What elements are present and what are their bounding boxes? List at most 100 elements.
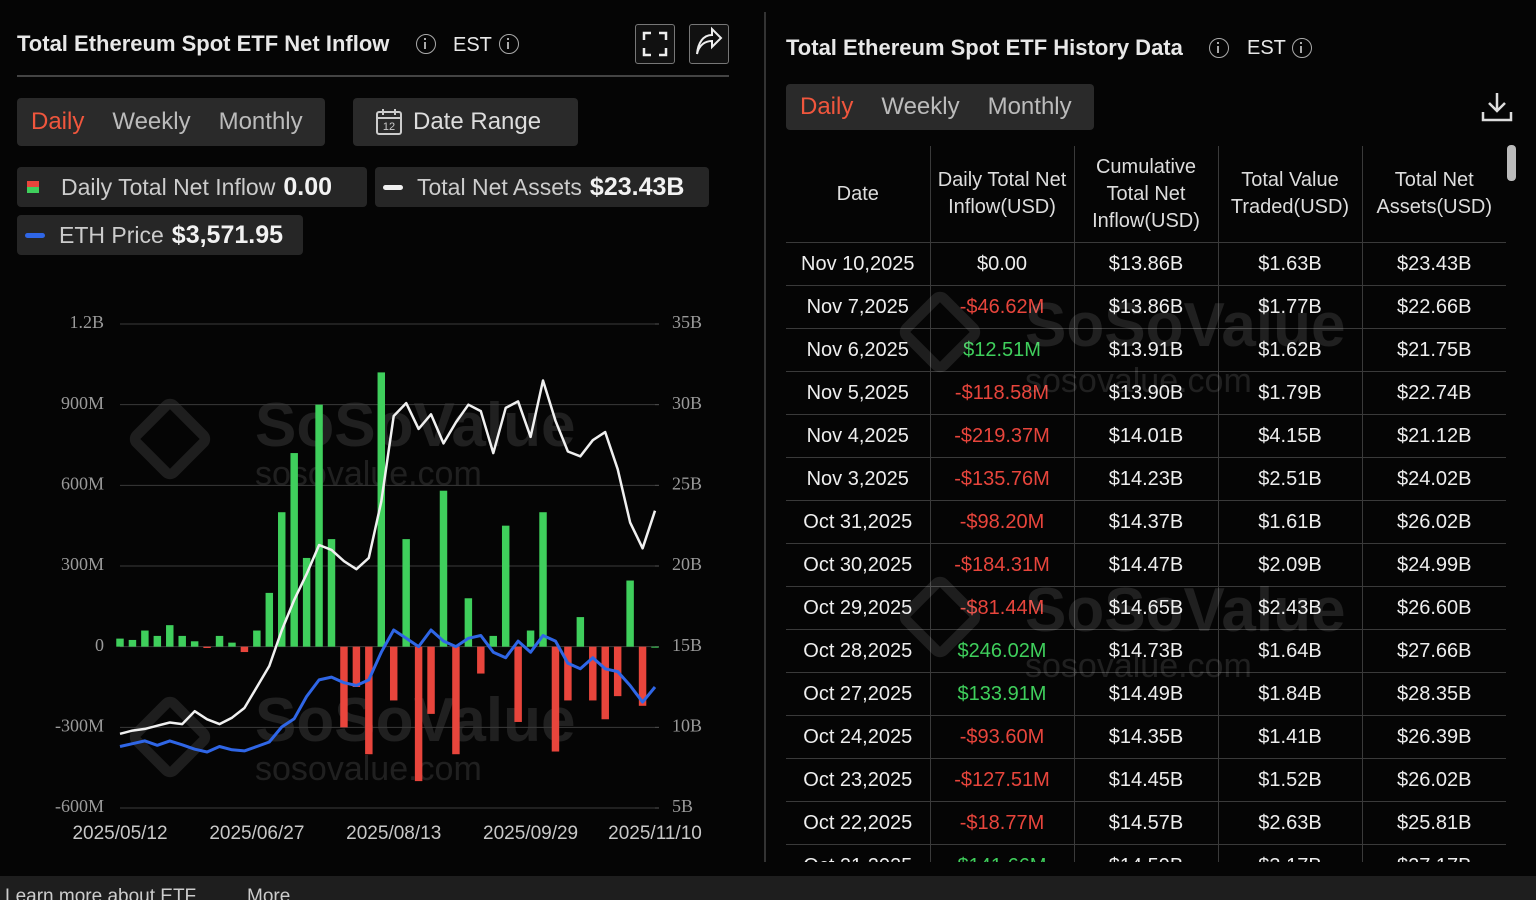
- table-cell: $14.37B: [1073, 500, 1219, 544]
- legend-item[interactable]: Daily Total Net Inflow 0.00: [17, 167, 367, 207]
- table-cell: $14.47B: [1073, 543, 1219, 587]
- x-tick-label: 2025/08/13: [346, 823, 441, 844]
- table-cell: $14.57B: [1073, 801, 1219, 845]
- y2-tick-label: 5B: [672, 796, 693, 816]
- share-icon: [696, 26, 723, 55]
- table-cell: $246.02M: [929, 629, 1075, 673]
- table-cell: $27.66B: [1361, 629, 1506, 673]
- date-range-button[interactable]: 12 Date Range: [353, 98, 578, 146]
- column-header: Total Net Assets(USD): [1361, 146, 1506, 243]
- share-button[interactable]: [689, 24, 729, 64]
- bar: [389, 646, 398, 701]
- bar: [452, 646, 460, 755]
- bar: [315, 404, 323, 647]
- bar: [638, 646, 647, 706]
- chart-title: Total Ethereum Spot ETF Net Inflow: [17, 31, 390, 56]
- bar: [477, 646, 485, 674]
- y2-tick-label: 20B: [672, 554, 702, 574]
- y2-tick-label: 10B: [672, 715, 702, 735]
- legend-value: $23.43B: [589, 172, 685, 201]
- legend-value: 0.00: [283, 172, 333, 201]
- legend-label: Daily Total Net Inflow: [61, 173, 276, 200]
- bar: [501, 525, 510, 647]
- history-title: Total Ethereum Spot ETF History Data: [786, 35, 1183, 60]
- bar: [402, 539, 410, 647]
- calendar-day: 12: [383, 121, 395, 133]
- table-cell: -$81.44M: [929, 586, 1075, 630]
- calendar-frame: 12: [376, 109, 402, 136]
- legend-item[interactable]: ETH Price $3,571.95: [17, 215, 303, 255]
- bar: [290, 453, 298, 647]
- legend-swatch: [25, 232, 45, 238]
- bar: [365, 646, 373, 755]
- table-cell: $0.00: [929, 242, 1075, 286]
- table-cell: -$93.60M: [929, 715, 1075, 759]
- table-cell: -$46.62M: [929, 285, 1075, 329]
- bar: [576, 617, 585, 647]
- info-icon[interactable]: [1209, 38, 1229, 58]
- tab[interactable]: Weekly: [112, 108, 191, 135]
- download-button[interactable]: [1480, 90, 1514, 124]
- table-cell: $26.60B: [1361, 586, 1506, 630]
- table-row: Nov 5,2025 -$118.58M $13.90B $1.79B $22.74B: [786, 371, 1506, 415]
- bar: [302, 557, 311, 647]
- legend-item[interactable]: Total Net Assets $23.43B: [375, 167, 709, 207]
- x-tick-label: 2025/09/29: [483, 823, 578, 844]
- tab[interactable]: Weekly: [881, 93, 960, 120]
- y-tick-label: 0: [95, 635, 104, 655]
- line: [119, 628, 657, 754]
- table-cell: $21.75B: [1361, 328, 1506, 372]
- table-cell: Nov 5,2025: [786, 371, 931, 415]
- chart: -600M -300M 0 300M 600M 900M 1.2B 5B 10B 15B 20B 25…: [55, 312, 702, 844]
- info-icon[interactable]: [499, 34, 519, 54]
- bar: [589, 646, 597, 701]
- table-cell: Oct 30,2025: [786, 543, 931, 587]
- legend-label: ETH Price: [59, 221, 164, 248]
- tab[interactable]: Daily: [31, 108, 85, 135]
- table-cell: $26.02B: [1361, 500, 1506, 544]
- y2-tick-label: 30B: [672, 393, 702, 413]
- y-tick-label: 300M: [61, 554, 104, 574]
- table-cell: $14.23B: [1073, 457, 1219, 501]
- table-cell: Oct 31,2025: [786, 500, 931, 544]
- tab[interactable]: Monthly: [218, 108, 303, 135]
- table-cell: $25.81B: [1361, 801, 1506, 845]
- table-cell: $14.45B: [1073, 758, 1219, 802]
- footer-link[interactable]: Learn more about ETF: [5, 886, 197, 900]
- fullscreen-button[interactable]: [635, 24, 675, 64]
- table-row: Oct 24,2025 -$93.60M $14.35B $1.41B $26.39B: [786, 715, 1506, 759]
- header-row: Date Daily Total Net Inflow(USD) Cumulativ…: [786, 146, 1506, 243]
- x-tick-label: 2025/11/10: [608, 823, 702, 844]
- y-tick-label: -600M: [55, 796, 104, 816]
- table-row: Oct 23,2025 -$127.51M $14.45B $1.52B $26.02B: [786, 758, 1506, 802]
- legend-label: Total Net Assets: [417, 173, 582, 200]
- footer-link[interactable]: More: [247, 886, 291, 900]
- bar: [153, 635, 162, 647]
- bar: [228, 642, 236, 647]
- tab[interactable]: Monthly: [987, 93, 1072, 120]
- scrollbar[interactable]: [1507, 145, 1516, 181]
- table-cell: $1.61B: [1217, 500, 1363, 544]
- bar: [377, 372, 386, 647]
- y2-tick-label: 25B: [672, 473, 702, 493]
- bar: [352, 646, 361, 687]
- info-icon[interactable]: [416, 34, 436, 54]
- bar: [551, 646, 560, 752]
- table-cell: $14.59B: [1073, 844, 1219, 862]
- table-cell: Oct 29,2025: [786, 586, 931, 630]
- table-wrap: Date Daily Total Net Inflow(USD) Cumulativ…: [786, 146, 1506, 862]
- table-cell: $2.63B: [1217, 801, 1363, 845]
- bar: [141, 630, 149, 647]
- table-row: Oct 30,2025 -$184.31M $14.47B $2.09B $24.99B: [786, 543, 1506, 587]
- bar: [427, 646, 435, 714]
- y-tick-label: 1.2B: [69, 312, 104, 332]
- bar: [253, 630, 261, 647]
- table-cell: $13.90B: [1073, 371, 1219, 415]
- info-icon[interactable]: [1292, 38, 1312, 58]
- table-cell: -$184.31M: [929, 543, 1075, 587]
- date-range-label: Date Range: [413, 108, 542, 135]
- footer: Learn more about ETF More: [0, 876, 1536, 900]
- table-cell: $3.17B: [1217, 844, 1363, 862]
- tab[interactable]: Daily: [800, 93, 854, 120]
